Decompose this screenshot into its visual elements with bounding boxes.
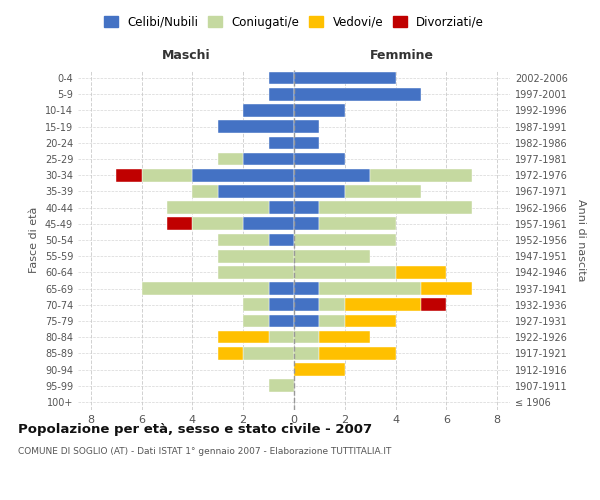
Bar xyxy=(294,120,319,133)
Bar xyxy=(294,347,319,360)
Bar xyxy=(167,218,193,230)
Bar xyxy=(370,169,472,181)
Bar xyxy=(218,120,294,133)
Bar xyxy=(269,282,294,295)
Bar xyxy=(218,347,243,360)
Bar xyxy=(319,331,370,344)
Bar xyxy=(294,88,421,101)
Bar xyxy=(319,314,345,328)
Bar xyxy=(294,218,319,230)
Bar xyxy=(193,218,243,230)
Bar xyxy=(294,282,319,295)
Bar xyxy=(269,72,294,85)
Bar xyxy=(269,88,294,101)
Bar xyxy=(243,314,269,328)
Text: Popolazione per età, sesso e stato civile - 2007: Popolazione per età, sesso e stato civil… xyxy=(18,422,372,436)
Bar xyxy=(269,380,294,392)
Bar xyxy=(294,169,370,181)
Bar xyxy=(345,314,395,328)
Bar xyxy=(294,314,319,328)
Bar xyxy=(421,282,472,295)
Text: Maschi: Maschi xyxy=(161,50,211,62)
Bar xyxy=(294,250,370,262)
Bar xyxy=(294,234,395,246)
Bar xyxy=(319,218,395,230)
Text: COMUNE DI SOGLIO (AT) - Dati ISTAT 1° gennaio 2007 - Elaborazione TUTTITALIA.IT: COMUNE DI SOGLIO (AT) - Dati ISTAT 1° ge… xyxy=(18,448,391,456)
Bar xyxy=(269,136,294,149)
Bar xyxy=(243,152,294,166)
Bar xyxy=(294,363,345,376)
Bar xyxy=(294,104,345,117)
Bar xyxy=(319,202,472,214)
Bar xyxy=(294,266,395,278)
Bar xyxy=(218,152,243,166)
Bar xyxy=(294,202,319,214)
Bar xyxy=(345,185,421,198)
Bar xyxy=(116,169,142,181)
Bar xyxy=(294,185,345,198)
Bar xyxy=(218,234,269,246)
Bar xyxy=(294,152,345,166)
Bar xyxy=(142,169,193,181)
Bar xyxy=(218,331,269,344)
Bar xyxy=(243,347,294,360)
Bar xyxy=(294,331,319,344)
Bar xyxy=(193,185,218,198)
Bar xyxy=(167,202,269,214)
Bar xyxy=(218,266,294,278)
Bar xyxy=(395,266,446,278)
Bar xyxy=(269,202,294,214)
Bar xyxy=(243,298,269,311)
Bar xyxy=(269,314,294,328)
Bar xyxy=(345,298,421,311)
Bar xyxy=(218,250,294,262)
Bar xyxy=(294,298,319,311)
Bar xyxy=(243,218,294,230)
Bar xyxy=(269,331,294,344)
Bar xyxy=(319,347,395,360)
Bar xyxy=(269,234,294,246)
Text: Femmine: Femmine xyxy=(370,50,434,62)
Bar xyxy=(319,282,421,295)
Y-axis label: Fasce di età: Fasce di età xyxy=(29,207,39,273)
Bar xyxy=(243,104,294,117)
Bar xyxy=(294,136,319,149)
Bar xyxy=(269,298,294,311)
Bar xyxy=(294,72,395,85)
Y-axis label: Anni di nascita: Anni di nascita xyxy=(576,198,586,281)
Bar xyxy=(319,298,345,311)
Bar xyxy=(193,169,294,181)
Bar xyxy=(218,185,294,198)
Bar xyxy=(421,298,446,311)
Legend: Celibi/Nubili, Coniugati/e, Vedovi/e, Divorziati/e: Celibi/Nubili, Coniugati/e, Vedovi/e, Di… xyxy=(99,11,489,34)
Bar xyxy=(142,282,269,295)
